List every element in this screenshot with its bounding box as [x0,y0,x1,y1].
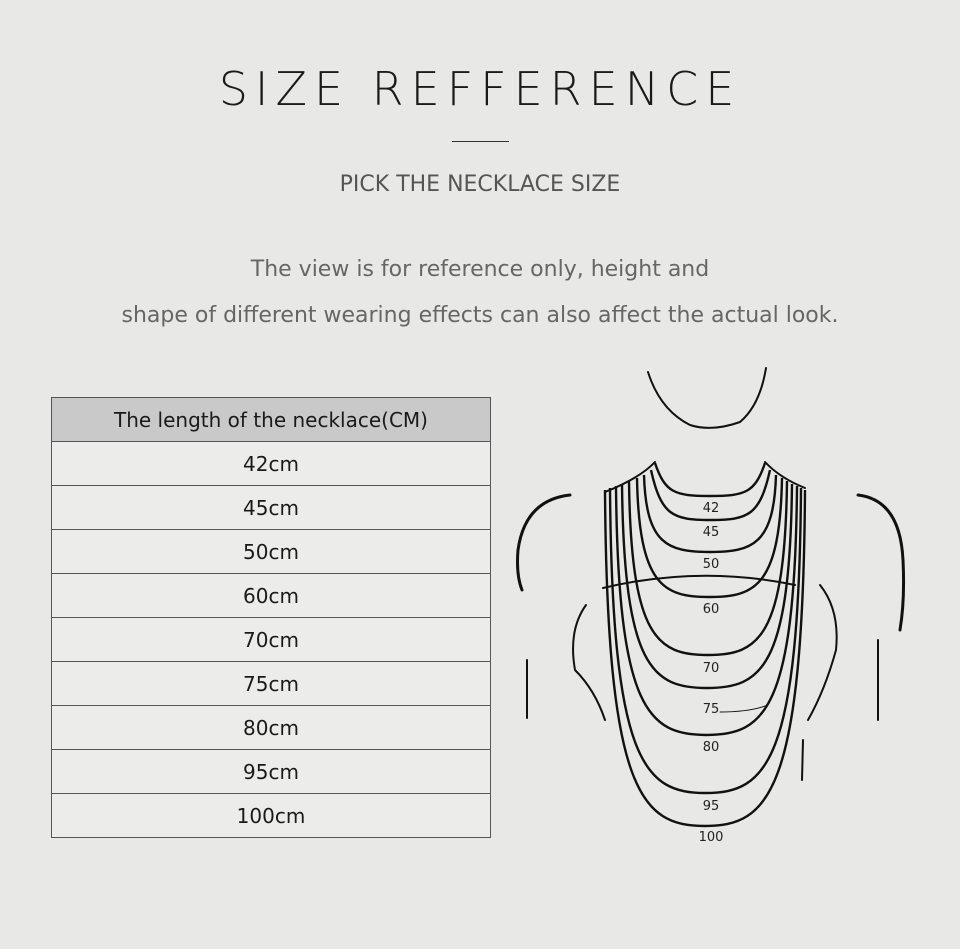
necklace-chain-80 [614,485,799,737]
necklace-chain-60 [635,477,784,599]
necklace-chain-70 [627,480,789,657]
chain-length-label: 60 [703,602,720,617]
body-outline [516,367,906,781]
chain-length-label: 42 [703,501,720,516]
table-row: 45cm [51,485,491,530]
description-line-1: The view is for reference only, height a… [250,257,710,282]
table-row: 95cm [51,749,491,794]
table-row: 80cm [51,705,491,750]
necklace-chain-95 [608,487,803,795]
necklace-chain-42 [653,462,767,498]
divider [452,141,509,142]
chain-length-label: 100 [699,830,724,845]
subtitle: PICK THE NECKLACE SIZE [339,172,621,197]
table-row: 60cm [51,573,491,618]
chain-length-label: 80 [703,740,720,755]
table-row: 70cm [51,617,491,662]
table-header: The length of the necklace(CM) [51,397,491,442]
necklace-chains [603,462,807,828]
necklace-chain-45 [649,469,772,522]
chain-length-label: 95 [703,799,720,814]
table-row: 42cm [51,441,491,486]
chain-length-label: 50 [703,557,720,572]
table-row: 50cm [51,529,491,574]
necklace-chain-100 [603,489,807,828]
necklace-chain-75 [620,483,794,690]
page-title: SIZE REFFERENCE [218,62,742,116]
table-row: 100cm [51,793,491,838]
chain-length-label: 70 [703,661,720,676]
size-table: The length of the necklace(CM) 42cm 45cm… [51,397,491,838]
table-row: 75cm [51,661,491,706]
chain-length-label: 75 [703,702,720,717]
description-line-2: shape of different wearing effects can a… [121,303,839,328]
chain-length-label: 45 [703,525,720,540]
necklace-chain-50 [642,474,778,554]
